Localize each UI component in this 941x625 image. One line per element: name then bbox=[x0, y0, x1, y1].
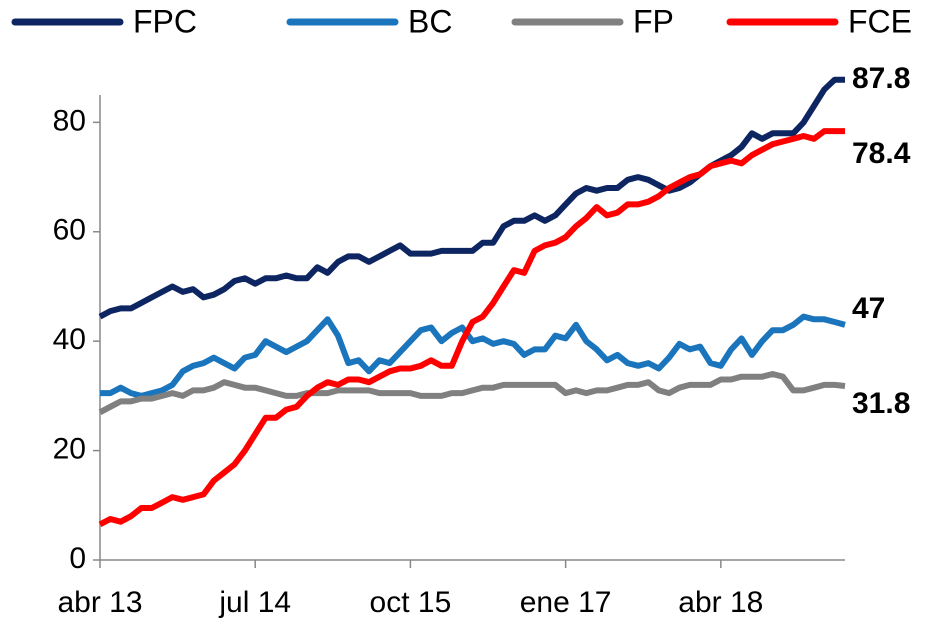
legend-label: BC bbox=[408, 3, 452, 39]
x-tick-label: abr 18 bbox=[678, 586, 763, 619]
y-tick-label: 20 bbox=[53, 433, 86, 466]
series-line bbox=[98, 371, 846, 415]
y-tick-label: 80 bbox=[53, 104, 86, 137]
legend-label: FPC bbox=[133, 3, 197, 39]
series-line bbox=[100, 313, 846, 399]
x-tick-label: ene 17 bbox=[520, 586, 612, 619]
x-tick-label: abr 13 bbox=[57, 586, 142, 619]
end-label: 47 bbox=[852, 292, 885, 325]
end-label: 31.8 bbox=[852, 387, 910, 420]
series-line bbox=[98, 76, 845, 320]
x-tick-label: jul 14 bbox=[218, 586, 291, 619]
legend-label: FCE bbox=[848, 3, 912, 39]
y-tick-label: 40 bbox=[53, 323, 86, 356]
series-line bbox=[98, 128, 845, 528]
y-tick-label: 60 bbox=[53, 214, 86, 247]
legend-label: FP bbox=[633, 3, 674, 39]
y-tick-label: 0 bbox=[69, 542, 86, 575]
end-label: 87.8 bbox=[852, 62, 910, 95]
end-label: 78.4 bbox=[852, 137, 911, 170]
x-tick-label: oct 15 bbox=[370, 586, 452, 619]
